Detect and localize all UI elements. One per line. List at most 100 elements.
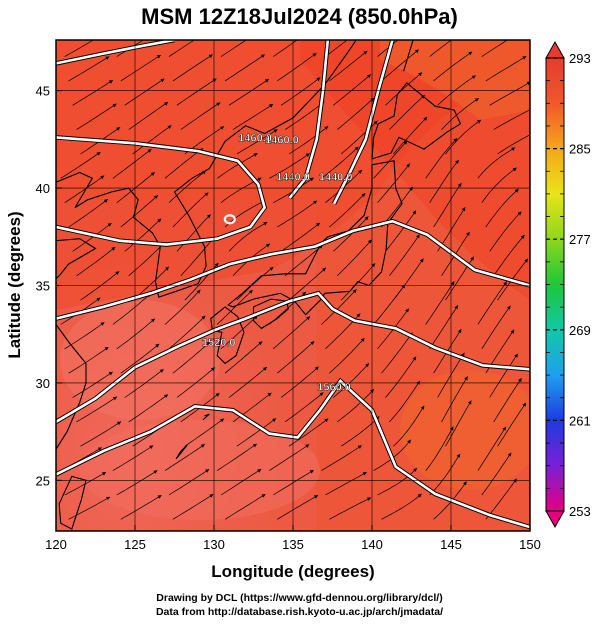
- streamline-arrow: [167, 125, 172, 129]
- coast-ryukyu: [175, 444, 188, 460]
- streamline: [172, 494, 214, 520]
- streamline-arrow: [273, 129, 278, 133]
- streamline: [180, 237, 215, 277]
- streamline-arrow: [518, 378, 522, 383]
- streamline: [333, 363, 370, 398]
- contour-label: 1460.0: [238, 132, 272, 144]
- streamline-arrow: [117, 421, 121, 426]
- streamline: [329, 497, 372, 520]
- streamline: [333, 216, 369, 252]
- streamline-arrow: [454, 305, 458, 310]
- streamline: [385, 356, 417, 398]
- streamline-arrow: [155, 343, 160, 348]
- streamline-arrow: [156, 55, 161, 59]
- credits-data: Data from http://database.rish.kyoto-u.a…: [155, 606, 444, 618]
- streamline-arrow: [518, 31, 522, 35]
- streamline: [76, 396, 118, 423]
- streamline: [68, 346, 109, 374]
- x-tick-label: 150: [519, 537, 541, 552]
- streamline: [112, 445, 154, 471]
- streamline-arrow: [367, 497, 371, 501]
- colorbar-min-arrow: [545, 510, 565, 529]
- streamline-arrow: [209, 494, 214, 498]
- streamline-arrow: [524, 258, 528, 263]
- streamline: [220, 40, 247, 57]
- streamline: [124, 78, 165, 106]
- streamline-arrow: [510, 329, 515, 334]
- contour-label: 1520.0: [202, 337, 236, 349]
- streamline-arrow: [457, 183, 462, 188]
- streamline: [120, 54, 161, 82]
- streamline: [224, 54, 266, 82]
- streamline-arrow: [512, 167, 517, 172]
- streamline-arrow: [147, 149, 152, 153]
- streamline: [60, 151, 101, 179]
- streamline-arrow: [196, 289, 201, 294]
- contour-line: [56, 136, 267, 246]
- streamline-arrow: [370, 97, 375, 102]
- streamline: [124, 368, 164, 398]
- streamline: [393, 405, 425, 447]
- streamline-arrow: [112, 103, 117, 108]
- streamline-arrow: [412, 26, 416, 30]
- streamline-arrow: [309, 470, 314, 474]
- streamline: [76, 103, 117, 130]
- streamline: [445, 400, 472, 447]
- streamline: [64, 40, 95, 57]
- streamline-arrow: [214, 263, 219, 267]
- streamline: [116, 470, 158, 496]
- page-title: MSM 12Z18Jul2024 (850.0hPa): [141, 4, 458, 29]
- streamline-arrow: [367, 239, 372, 244]
- streamline-arrow: [457, 329, 462, 334]
- streamline-arrow: [517, 211, 522, 216]
- streamline-arrow: [314, 495, 318, 499]
- contour-line: [332, 40, 394, 205]
- streamline: [120, 343, 160, 374]
- coast-sakhalin: [403, 40, 414, 72]
- streamline-arrow: [200, 444, 205, 448]
- streamline: [76, 246, 116, 277]
- colorbar-label: 253: [569, 504, 591, 519]
- streamline: [489, 211, 522, 252]
- streamline-arrow: [316, 77, 321, 82]
- streamline: [116, 40, 144, 57]
- streamline: [329, 337, 365, 374]
- streamline-arrow: [205, 469, 210, 473]
- streamline-arrow: [450, 281, 455, 286]
- streamline: [216, 289, 253, 325]
- streamline-arrow: [212, 78, 217, 83]
- streamline-arrow: [257, 30, 261, 33]
- streamline: [433, 182, 462, 228]
- streamline: [172, 54, 213, 82]
- streamline: [216, 152, 258, 179]
- streamline-arrow: [461, 352, 465, 357]
- streamline-arrow: [204, 192, 209, 197]
- streamline: [425, 137, 458, 179]
- streamline-arrow: [164, 102, 168, 106]
- streamline-arrow: [371, 263, 376, 268]
- x-tick-label: 145: [440, 537, 462, 552]
- streamline-arrow: [407, 439, 411, 444]
- streamline-arrow: [312, 53, 317, 57]
- streamline-arrow: [514, 189, 519, 193]
- x-axis-title: Longitude (degrees): [211, 562, 374, 581]
- streamline-arrow: [108, 371, 113, 376]
- streamline: [128, 394, 169, 423]
- streamline: [232, 103, 274, 130]
- streamline-arrow: [107, 223, 112, 227]
- streamline: [481, 40, 508, 57]
- streamline-arrow: [264, 79, 269, 83]
- streamline-arrow: [115, 271, 120, 275]
- streamline-arrow: [258, 341, 263, 346]
- streamline: [377, 40, 399, 57]
- streamline-arrow: [474, 98, 479, 102]
- streamline-arrow: [253, 153, 258, 157]
- streamline: [68, 56, 110, 82]
- streamline-arrow: [261, 494, 266, 498]
- streamline-arrow: [257, 469, 262, 473]
- streamline-arrow: [470, 256, 474, 261]
- coast-china-south: [56, 238, 97, 280]
- streamline-arrow: [153, 31, 157, 35]
- streamline-arrow: [367, 74, 371, 79]
- streamline: [425, 281, 455, 325]
